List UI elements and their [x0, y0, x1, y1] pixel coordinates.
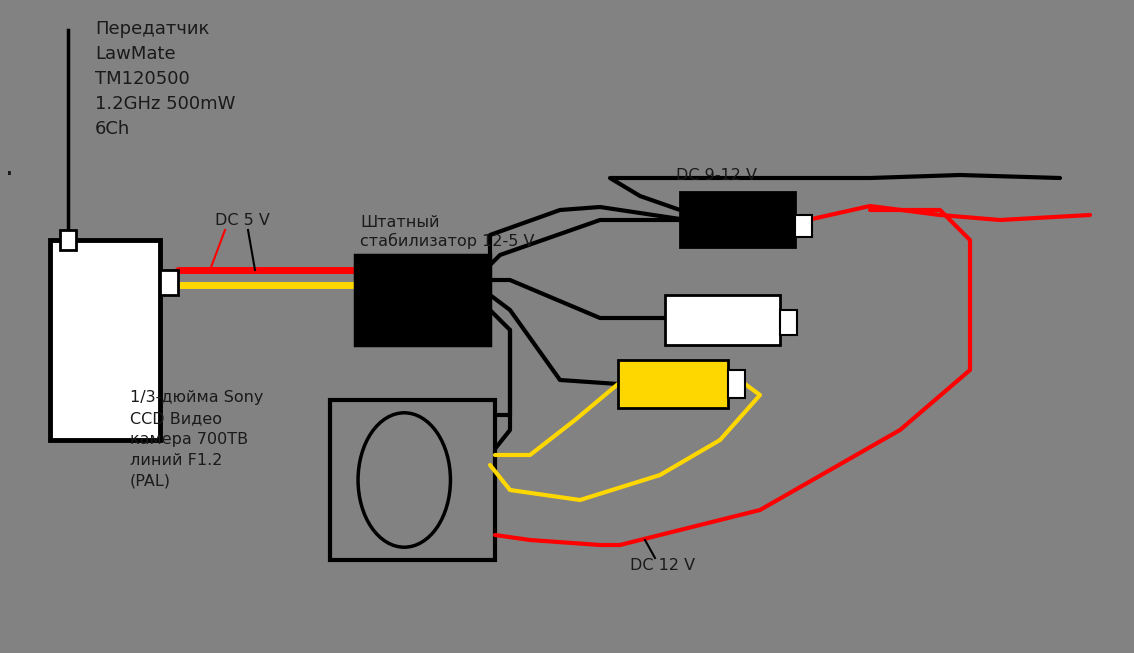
- Bar: [665, 295, 780, 345]
- Text: DC 9-12 V: DC 9-12 V: [676, 168, 758, 183]
- Text: ·: ·: [5, 161, 14, 189]
- Text: Передатчик
LawMate
ТМ120500
1.2GHz 500mW
6Ch: Передатчик LawMate ТМ120500 1.2GHz 500mW…: [95, 20, 236, 138]
- Bar: [160, 270, 178, 295]
- Bar: [618, 360, 728, 408]
- Bar: [60, 230, 76, 250]
- Bar: [795, 215, 812, 237]
- Text: Штатный
стабилизатор 12-5 V: Штатный стабилизатор 12-5 V: [359, 215, 534, 249]
- Bar: [355, 255, 490, 345]
- Bar: [50, 240, 160, 440]
- Text: DC 5 V: DC 5 V: [215, 213, 270, 228]
- Bar: [728, 370, 745, 398]
- Text: DC 12 V: DC 12 V: [631, 558, 695, 573]
- Text: 1/3-дюйма Sony
CCD Видео
камера 700ТВ
линий F1.2
(PAL): 1/3-дюйма Sony CCD Видео камера 700ТВ ли…: [130, 390, 263, 489]
- Bar: [330, 400, 496, 560]
- Bar: [780, 310, 797, 335]
- Bar: [680, 192, 795, 247]
